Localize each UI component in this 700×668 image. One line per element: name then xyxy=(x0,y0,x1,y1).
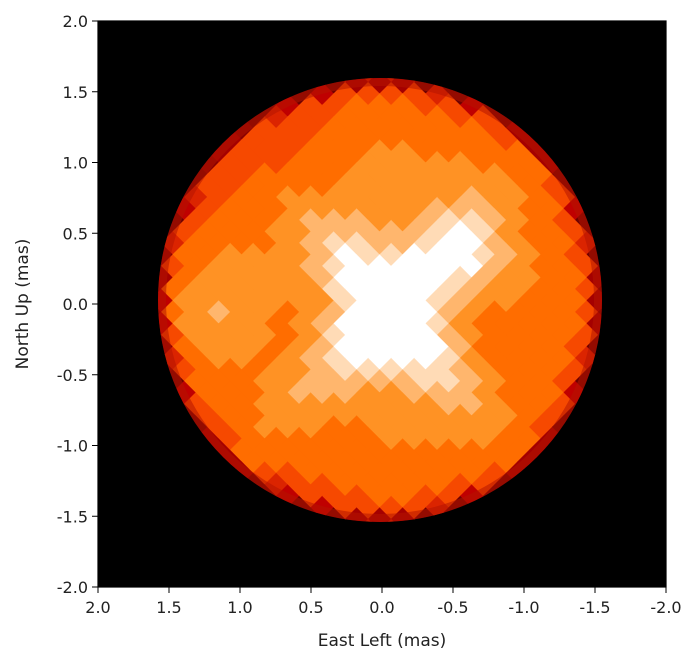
stellar-disk-image xyxy=(158,78,602,522)
y-tick-label: -1.5 xyxy=(57,507,88,526)
x-tick-label: -2.0 xyxy=(650,598,681,617)
x-tick-label: 2.0 xyxy=(85,598,110,617)
y-tick-label: -0.5 xyxy=(57,366,88,385)
x-tick-label: -1.5 xyxy=(579,598,610,617)
y-tick-label: 0.5 xyxy=(63,224,88,243)
y-tick-label: 0.0 xyxy=(63,295,88,314)
y-tick-label: 1.0 xyxy=(63,154,88,173)
y-tick-label: 1.5 xyxy=(63,83,88,102)
y-tick-label: -1.0 xyxy=(57,437,88,456)
y-axis: 2.0 1.5 1.0 0.5 0.0 -0.5 -1.0 -1.5 -2.0 xyxy=(57,12,98,597)
y-tick-label: -2.0 xyxy=(57,578,88,597)
x-tick-label: -0.5 xyxy=(437,598,468,617)
x-axis-label: East Left (mas) xyxy=(318,631,447,651)
x-tick-label: 1.5 xyxy=(156,598,181,617)
y-tick-label: 2.0 xyxy=(63,12,88,31)
y-axis-label: North Up (mas) xyxy=(13,239,33,370)
x-tick-label: 1.0 xyxy=(227,598,252,617)
x-tick-label: -1.0 xyxy=(508,598,539,617)
x-axis: 2.0 1.5 1.0 0.5 0.0 -0.5 -1.0 -1.5 -2.0 xyxy=(85,587,682,617)
x-tick-label: 0.0 xyxy=(369,598,394,617)
x-tick-label: 0.5 xyxy=(298,598,323,617)
